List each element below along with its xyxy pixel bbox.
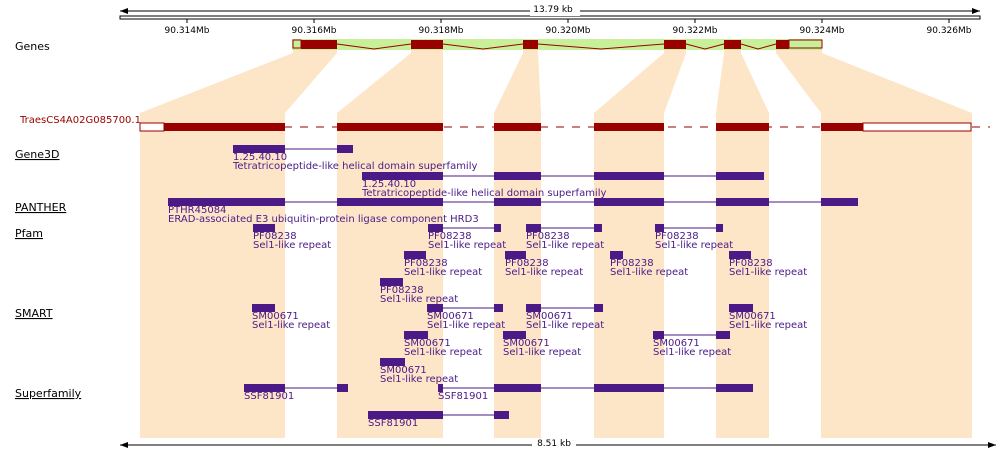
feature-id: PF08238 [404, 258, 448, 269]
ruler: 90.314Mb 90.316Mb 90.318Mb 90.320Mb 90.3… [165, 19, 972, 36]
feature-desc: Sel1-like repeat [526, 320, 604, 331]
feature-id: PF08238 [729, 258, 773, 269]
smart-feature[interactable]: SM00671 Sel1-like repeat [526, 304, 604, 331]
feature-id: SSF81901 [438, 391, 488, 402]
bottom-scale-label: 8.51 kb [537, 439, 571, 449]
pfam-feature[interactable]: PF08238 Sel1-like repeat [655, 224, 733, 251]
panther-feature[interactable]: PTHR45084 ERAD-associated E3 ubiquitin-p… [168, 198, 858, 225]
feature-desc: Sel1-like repeat [404, 347, 482, 358]
pfam-feature[interactable]: PF08238 Sel1-like repeat [505, 251, 583, 278]
smart-feature[interactable]: SM00671 Sel1-like repeat [380, 358, 458, 385]
pfam-feature[interactable]: PF08238 Sel1-like repeat [428, 224, 506, 251]
smart-feature[interactable]: SM00671 Sel1-like repeat [503, 331, 581, 358]
smart-feature[interactable]: SM00671 Sel1-like repeat [729, 304, 807, 331]
feature-id: SSF81901 [244, 391, 294, 402]
feature-desc: Sel1-like repeat [253, 240, 331, 251]
feature-desc: Sel1-like repeat [252, 320, 330, 331]
feature-id: PF08238 [380, 285, 424, 296]
feature-id: SM00671 [252, 311, 299, 322]
ruler-tick-label: 90.322Mb [673, 26, 718, 36]
track-label-gene3d[interactable]: Gene3D [15, 148, 60, 161]
track-label-superfamily[interactable]: Superfamily [15, 387, 82, 400]
bottom-scale-bar: 8.51 kb [120, 438, 996, 450]
exon-mapping-shading [140, 49, 972, 438]
feature-id: PF08238 [526, 231, 570, 242]
ruler-tick-label: 90.318Mb [419, 26, 464, 36]
feature-id: PF08238 [253, 231, 297, 242]
feature-desc: Sel1-like repeat [380, 294, 458, 305]
feature-id: SM00671 [380, 365, 427, 376]
feature-desc: Sel1-like repeat [729, 267, 807, 278]
ruler-tick-label: 90.326Mb [927, 26, 972, 36]
pfam-feature[interactable]: PF08238 Sel1-like repeat [404, 251, 482, 278]
track-label-genes: Genes [15, 40, 50, 53]
feature-id: SM00671 [503, 338, 550, 349]
feature-id: SSF81901 [368, 418, 418, 429]
feature-desc: Sel1-like repeat [503, 347, 581, 358]
feature-id: PF08238 [505, 258, 549, 269]
smart-feature[interactable]: SM00671 Sel1-like repeat [404, 331, 482, 358]
gene3d-feature[interactable]: 1.25.40.10 Tetratricopeptide-like helica… [232, 145, 477, 172]
feature-desc: Tetratricopeptide-like helical domain su… [361, 188, 606, 199]
feature-desc: Sel1-like repeat [505, 267, 583, 278]
superfamily-feature[interactable]: SSF81901 [438, 384, 753, 402]
ruler-tick-label: 90.320Mb [546, 26, 591, 36]
feature-id: SM00671 [526, 311, 573, 322]
feature-id: PF08238 [610, 258, 654, 269]
feature-desc: Sel1-like repeat [380, 374, 458, 385]
feature-desc: Sel1-like repeat [729, 320, 807, 331]
feature-desc: ERAD-associated E3 ubiquitin-protein lig… [168, 214, 479, 225]
gene-model[interactable] [292, 39, 823, 50]
feature-id: PF08238 [428, 231, 472, 242]
feature-desc: Sel1-like repeat [653, 347, 731, 358]
top-scale-label: 13.79 kb [533, 5, 573, 15]
smart-feature[interactable]: SM00671 Sel1-like repeat [252, 304, 330, 331]
track-label-panther[interactable]: PANTHER [15, 201, 67, 214]
gene3d-feature[interactable]: 1.25.40.10 Tetratricopeptide-like helica… [361, 172, 764, 199]
transcript-label[interactable]: TraesCS4A02G085700.1 [19, 115, 141, 126]
feature-id: 1.25.40.10 [362, 179, 416, 190]
superfamily-feature[interactable]: SSF81901 [368, 411, 509, 429]
top-scale-bar: 13.79 kb [119, 4, 981, 20]
feature-id: SM00671 [653, 338, 700, 349]
feature-desc: Sel1-like repeat [428, 240, 506, 251]
feature-id: PF08238 [655, 231, 699, 242]
feature-id: PTHR45084 [168, 205, 226, 216]
feature-id: SM00671 [404, 338, 451, 349]
pfam-feature[interactable]: PF08238 Sel1-like repeat [526, 224, 604, 251]
superfamily-feature[interactable]: SSF81901 [244, 384, 348, 402]
feature-desc: Tetratricopeptide-like helical domain su… [232, 161, 477, 172]
ruler-tick-label: 90.314Mb [165, 26, 210, 36]
feature-id: 1.25.40.10 [233, 152, 287, 163]
pfam-feature[interactable]: PF08238 Sel1-like repeat [729, 251, 807, 278]
ruler-tick-label: 90.324Mb [800, 26, 845, 36]
feature-desc: Sel1-like repeat [404, 267, 482, 278]
pfam-feature[interactable]: PF08238 Sel1-like repeat [253, 224, 331, 251]
smart-feature[interactable]: SM00671 Sel1-like repeat [653, 331, 731, 358]
feature-id: SM00671 [427, 311, 474, 322]
pfam-feature[interactable]: PF08238 Sel1-like repeat [380, 278, 458, 305]
track-label-smart[interactable]: SMART [15, 307, 53, 320]
ruler-tick-label: 90.316Mb [292, 26, 337, 36]
feature-desc: Sel1-like repeat [610, 267, 688, 278]
feature-id: SM00671 [729, 311, 776, 322]
feature-desc: Sel1-like repeat [427, 320, 505, 331]
smart-feature[interactable]: SM00671 Sel1-like repeat [427, 304, 505, 331]
feature-desc: Sel1-like repeat [526, 240, 604, 251]
track-label-pfam[interactable]: Pfam [15, 227, 43, 240]
pfam-feature[interactable]: PF08238 Sel1-like repeat [610, 251, 688, 278]
transcript-model[interactable] [139, 122, 990, 132]
feature-desc: Sel1-like repeat [655, 240, 733, 251]
